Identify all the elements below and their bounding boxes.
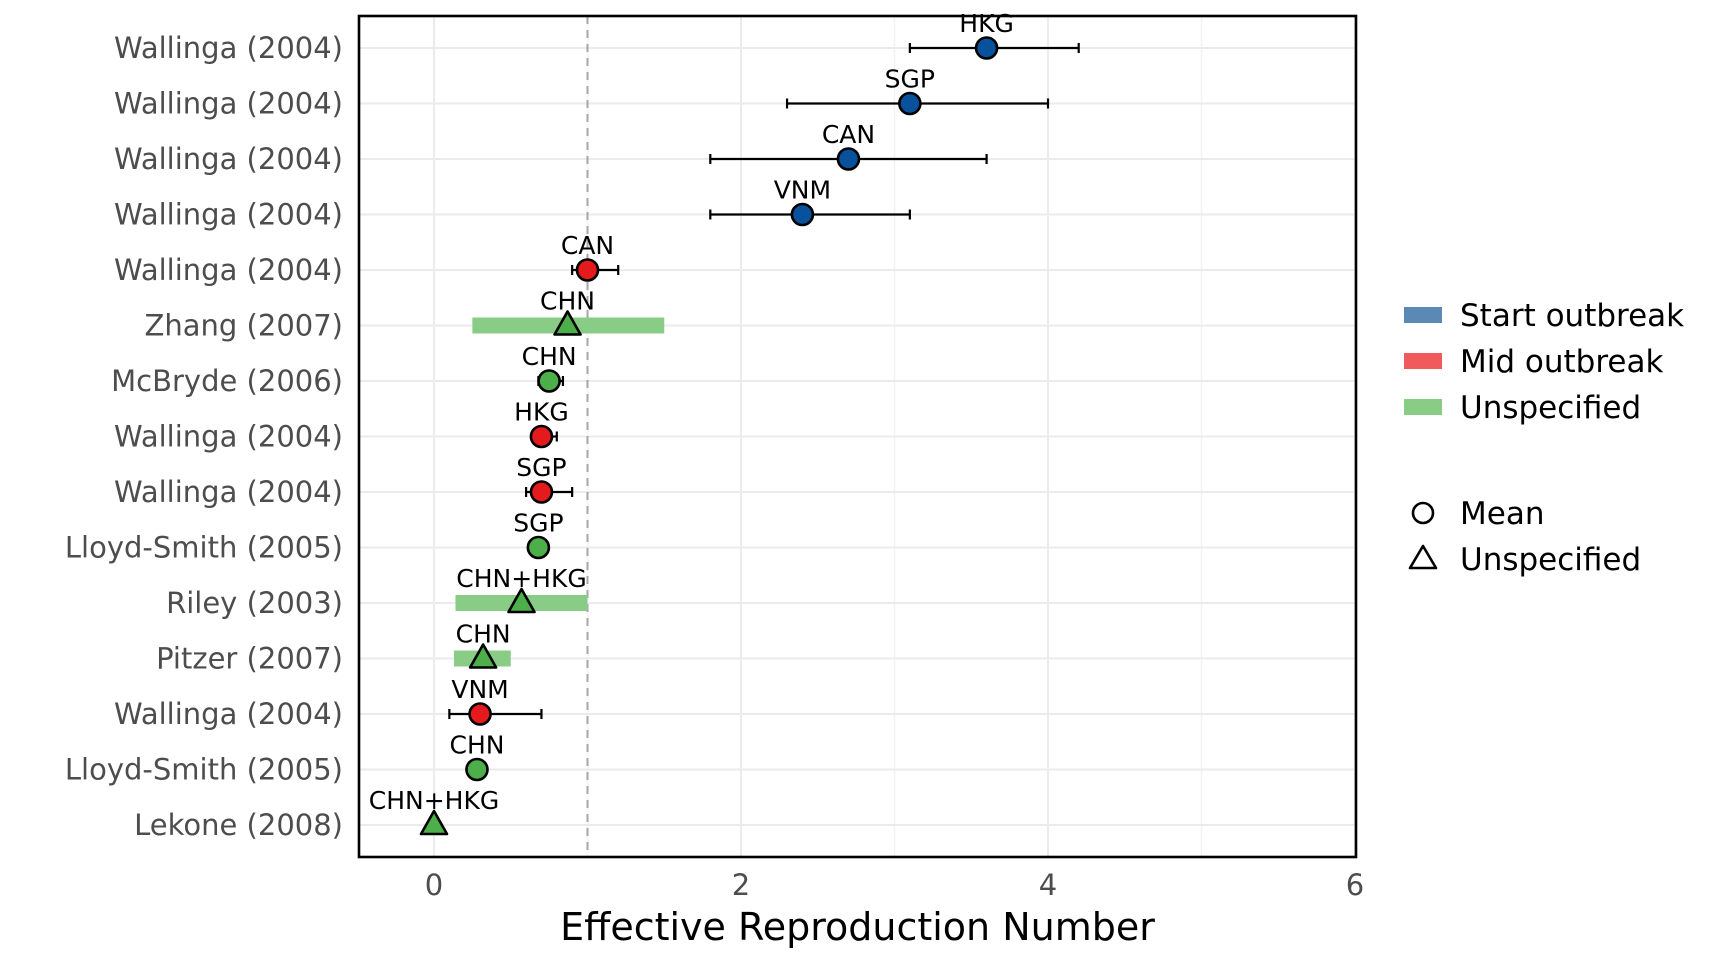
point-label: SGP	[885, 65, 935, 94]
y-tick-label: Lloyd-Smith (2005)	[65, 531, 343, 565]
data-row-5: CHN	[472, 287, 665, 336]
legend-label: Mid outbreak	[1460, 344, 1663, 380]
point-label: VNM	[774, 176, 831, 205]
legend-circle-icon	[1411, 501, 1435, 525]
point-marker-circle	[468, 702, 492, 726]
point-label: CHN	[449, 731, 504, 760]
data-row-6: CHN	[522, 342, 577, 393]
point-marker-circle	[575, 258, 600, 282]
data-row-12: VNM	[448, 675, 543, 726]
plot-panel-border	[357, 14, 1358, 859]
data-row-8: SGP	[516, 453, 574, 504]
legend-label: Mean	[1460, 496, 1544, 532]
y-tick-label: Wallinga (2004)	[114, 697, 343, 731]
point-label: CAN	[822, 120, 875, 149]
y-tick-label: Wallinga (2004)	[114, 31, 343, 65]
x-axis-title: Effective Reproduction Number	[560, 905, 1155, 949]
data-row-3: VNM	[709, 176, 911, 227]
point-marker-circle	[898, 91, 922, 116]
x-tick-label: 4	[1039, 868, 1057, 902]
x-tick-labels: 0 2 4 6	[425, 868, 1364, 902]
x-tick-label: 6	[1346, 868, 1364, 902]
point-marker-circle	[974, 36, 999, 60]
data-row-2: CAN	[709, 120, 988, 171]
point-marker-triangle	[468, 643, 498, 669]
point-label: SGP	[513, 509, 563, 538]
data-row-9: SGP	[513, 509, 564, 560]
data-row-11: CHN	[453, 620, 511, 669]
point-label: HKG	[514, 398, 569, 427]
legend-label: Unspecified	[1460, 542, 1641, 578]
legend-label: Start outbreak	[1460, 298, 1684, 334]
legend-key-start-outbreak	[1404, 307, 1442, 323]
legend-triangle-icon	[1408, 544, 1438, 570]
legend: Start outbreak Mid outbreak Unspecified Mea…	[1404, 298, 1684, 578]
data-row-7: HKG	[514, 398, 569, 449]
point-label: CHN	[540, 287, 595, 316]
data-marks: HKG SGP CAN VNM CAN CHN CHN HKG SGP SGP CHN+HKG CHN…	[369, 9, 1080, 836]
point-label: CHN+HKG	[456, 564, 586, 593]
point-label: CHN+HKG	[369, 786, 499, 815]
legend-key-mid-outbreak	[1404, 353, 1442, 369]
y-tick-label: Lloyd-Smith (2005)	[65, 753, 343, 787]
point-marker-circle	[529, 480, 554, 504]
data-row-10: CHN+HKG	[455, 564, 588, 614]
y-tick-label: Wallinga (2004)	[114, 253, 343, 287]
grid-lines	[359, 16, 1356, 857]
point-marker-circle	[465, 757, 489, 782]
point-label: VNM	[451, 675, 508, 704]
point-label: CHN	[456, 620, 511, 649]
point-marker-triangle	[507, 587, 536, 614]
y-tick-label: Wallinga (2004)	[114, 87, 343, 121]
x-tick-label: 0	[425, 868, 443, 902]
point-label: SGP	[516, 453, 566, 482]
data-row-0: HKG	[908, 9, 1080, 60]
point-marker-circle	[836, 147, 861, 171]
y-tick-label: Wallinga (2004)	[114, 142, 343, 176]
y-tick-label: McBryde (2006)	[111, 364, 343, 398]
y-tick-label: Zhang (2007)	[145, 309, 343, 343]
x-tick-label: 2	[732, 868, 750, 902]
point-label: CHN	[522, 342, 577, 371]
data-row-1: SGP	[785, 65, 1050, 116]
point-marker-circle	[529, 424, 554, 449]
y-tick-label: Riley (2003)	[166, 586, 343, 620]
data-row-13: CHN	[449, 731, 504, 782]
y-tick-label: Wallinga (2004)	[114, 420, 343, 454]
point-marker-circle	[537, 369, 561, 393]
point-marker-circle	[790, 202, 815, 227]
point-marker-triangle	[419, 809, 449, 836]
y-tick-label: Lekone (2008)	[134, 808, 343, 842]
y-tick-labels: Wallinga (2004) Wallinga (2004) Wallinga (…	[65, 31, 343, 842]
y-tick-label: Wallinga (2004)	[114, 475, 343, 509]
point-label: CAN	[561, 231, 614, 260]
y-tick-label: Pitzer (2007)	[156, 642, 343, 676]
point-marker-triangle	[553, 310, 582, 336]
point-label: HKG	[959, 9, 1014, 38]
y-tick-label: Wallinga (2004)	[114, 198, 343, 232]
data-row-4: CAN	[561, 231, 620, 282]
point-marker-circle	[526, 535, 551, 560]
data-row-14: CHN+HKG	[369, 786, 499, 836]
legend-key-unspecified	[1404, 399, 1442, 415]
legend-label: Unspecified	[1460, 390, 1641, 426]
